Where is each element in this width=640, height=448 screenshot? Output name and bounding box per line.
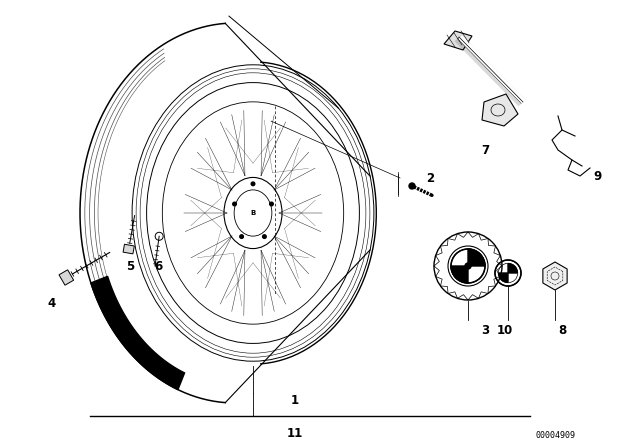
Text: 8: 8 <box>558 323 566 336</box>
Text: 00004909: 00004909 <box>535 431 575 439</box>
Polygon shape <box>59 270 74 285</box>
Polygon shape <box>91 276 184 390</box>
Polygon shape <box>468 249 485 266</box>
Text: 9: 9 <box>594 169 602 182</box>
Circle shape <box>233 202 236 206</box>
Text: 1: 1 <box>291 393 299 406</box>
Polygon shape <box>451 266 468 283</box>
Polygon shape <box>499 273 508 282</box>
Circle shape <box>252 182 255 185</box>
Text: 5: 5 <box>126 259 134 272</box>
Circle shape <box>269 202 273 206</box>
Polygon shape <box>543 262 567 290</box>
Text: 7: 7 <box>481 143 489 156</box>
Polygon shape <box>482 94 518 126</box>
Text: 10: 10 <box>497 323 513 336</box>
Circle shape <box>240 235 243 238</box>
Polygon shape <box>123 244 134 254</box>
Circle shape <box>465 263 471 269</box>
Circle shape <box>409 183 415 189</box>
Text: 2: 2 <box>426 172 434 185</box>
Circle shape <box>262 235 266 238</box>
Text: 6: 6 <box>154 259 162 272</box>
Text: 4: 4 <box>48 297 56 310</box>
Polygon shape <box>444 31 472 50</box>
Polygon shape <box>508 263 517 273</box>
Text: 11: 11 <box>287 426 303 439</box>
Text: 3: 3 <box>481 323 489 336</box>
Text: B: B <box>250 210 255 216</box>
